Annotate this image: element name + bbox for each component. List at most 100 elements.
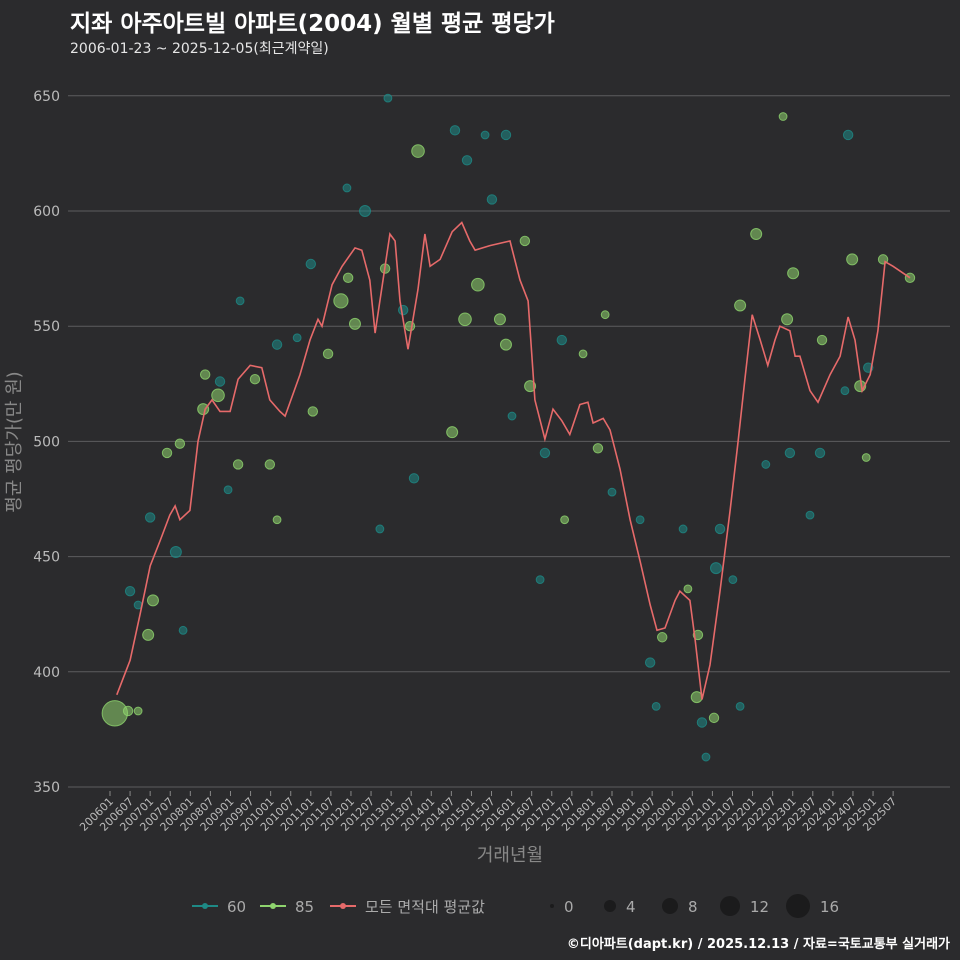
chart-subtitle: 2006-01-23 ~ 2025-12-05(최근계약일) xyxy=(70,41,329,57)
data-point-60 xyxy=(842,129,854,141)
legend-marker-2 xyxy=(340,903,346,909)
data-point-60 xyxy=(714,523,726,535)
data-point-60 xyxy=(651,701,661,711)
data-point-85 xyxy=(411,144,425,158)
avg-line xyxy=(116,221,911,700)
footer-credit: ©디아파트(dapt.kr) / 2025.12.13 / 자료=국토교통부 실… xyxy=(566,937,950,952)
data-point-60 xyxy=(814,447,826,459)
data-point-85 xyxy=(683,584,693,594)
y-axis-title: 평균 평당가(만 원) xyxy=(4,371,25,512)
data-point-60 xyxy=(607,487,617,497)
data-point-85 xyxy=(211,388,225,403)
data-point-60 xyxy=(728,575,738,585)
data-point-85 xyxy=(264,459,276,470)
data-point-85 xyxy=(348,317,361,330)
data-point-85 xyxy=(471,277,485,292)
data-point-85 xyxy=(342,272,354,284)
data-point-60 xyxy=(535,575,545,585)
data-point-60 xyxy=(678,524,688,534)
data-point-60 xyxy=(359,205,372,217)
legend: 60 85 모든 면적대 평균값 0 4 8 12 16 xyxy=(192,894,839,918)
data-point-85 xyxy=(781,313,794,326)
legend-size-circle xyxy=(662,898,678,914)
chart-title: 지좌 아주아트빌 아파트(2004) 월별 평균 평당가 xyxy=(70,11,555,37)
data-point-60 xyxy=(805,510,815,520)
data-point-85 xyxy=(708,712,720,724)
data-point-85 xyxy=(816,334,828,346)
data-point-60 xyxy=(461,155,473,166)
data-point-85 xyxy=(861,453,871,462)
data-point-60 xyxy=(169,545,182,558)
data-point-85 xyxy=(524,380,537,393)
y-tick-label: 500 xyxy=(33,434,60,450)
data-point-85 xyxy=(600,310,610,320)
y-tick-label: 350 xyxy=(33,780,60,796)
data-point-60 xyxy=(644,657,656,668)
data-point-60 xyxy=(292,333,302,343)
data-point-60 xyxy=(214,376,226,387)
y-tick-label: 600 xyxy=(33,204,60,220)
data-point-60 xyxy=(408,473,420,484)
data-point-60 xyxy=(500,129,512,141)
data-point-60 xyxy=(144,512,156,523)
data-point-85 xyxy=(787,267,800,280)
data-point-85 xyxy=(734,299,747,312)
legend-size-label: 8 xyxy=(688,898,698,916)
data-point-60 xyxy=(507,411,517,421)
data-point-85 xyxy=(446,426,459,439)
data-point-85 xyxy=(322,348,334,360)
data-point-60 xyxy=(235,296,245,306)
y-tick-label: 650 xyxy=(33,89,60,105)
data-point-85 xyxy=(750,228,763,241)
data-point-85 xyxy=(249,373,261,385)
data-point-60 xyxy=(449,125,461,136)
data-point-85 xyxy=(146,594,159,607)
data-point-85 xyxy=(142,628,155,641)
data-point-85 xyxy=(232,459,244,470)
legend-size-circle xyxy=(604,900,616,912)
data-point-85 xyxy=(560,515,570,525)
data-point-60 xyxy=(375,524,385,534)
legend-size-circle xyxy=(786,894,810,918)
legend-size-label: 16 xyxy=(820,898,839,916)
data-point-60 xyxy=(635,515,645,525)
data-point-60 xyxy=(701,752,711,762)
data-point-60 xyxy=(696,717,708,728)
data-point-60 xyxy=(486,194,498,205)
data-point-60 xyxy=(305,258,316,270)
data-point-60 xyxy=(383,93,393,103)
data-point-60 xyxy=(178,625,188,635)
data-point-85 xyxy=(499,338,512,351)
legend-label: 85 xyxy=(295,898,314,916)
legend-size-label: 12 xyxy=(750,898,769,916)
data-point-60 xyxy=(271,339,283,350)
legend-size-circle xyxy=(550,904,554,908)
data-point-60 xyxy=(223,485,233,495)
data-point-60 xyxy=(539,447,551,459)
data-point-85 xyxy=(174,438,186,449)
data-point-60 xyxy=(784,447,796,459)
data-point-85 xyxy=(493,313,506,326)
legend-size-circle xyxy=(720,896,740,916)
data-point-85 xyxy=(199,369,211,380)
data-point-85 xyxy=(846,253,859,266)
data-point-60 xyxy=(710,562,723,575)
y-tick-label: 450 xyxy=(33,550,60,566)
y-tick-label: 400 xyxy=(33,665,60,681)
data-point-60 xyxy=(124,585,136,597)
legend-label: 60 xyxy=(227,898,246,916)
data-point-60 xyxy=(556,334,567,346)
data-point-85 xyxy=(333,293,349,309)
legend-marker-0 xyxy=(202,903,208,909)
data-point-85 xyxy=(122,705,134,717)
data-point-60 xyxy=(840,386,850,396)
data-point-85 xyxy=(657,632,668,643)
y-tick-label: 550 xyxy=(33,319,60,335)
data-point-60 xyxy=(761,460,771,469)
legend-size-label: 4 xyxy=(626,898,636,916)
data-point-85 xyxy=(519,235,531,247)
data-point-60 xyxy=(735,701,745,711)
data-point-85 xyxy=(404,321,416,332)
x-axis-title: 거래년월 xyxy=(477,845,543,866)
